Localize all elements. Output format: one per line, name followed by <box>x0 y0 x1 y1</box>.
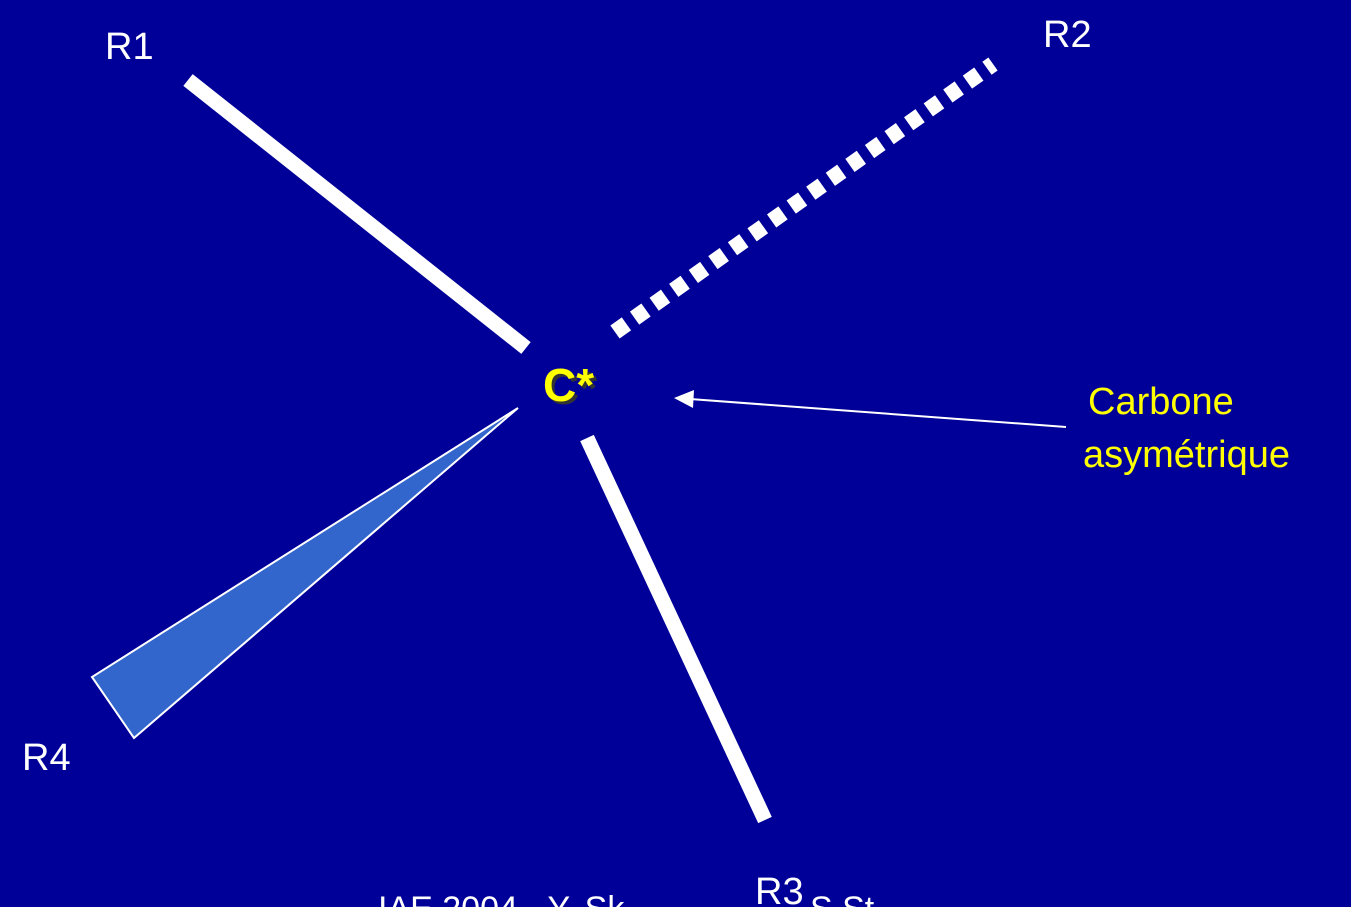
annotation-arrowhead <box>674 390 694 408</box>
bond-r1 <box>183 74 531 354</box>
label-r3: R3 <box>755 871 804 907</box>
annotation-arrow-line <box>689 398 1067 428</box>
bond-r4-wedge <box>90 407 519 740</box>
label-r1: R1 <box>105 26 154 68</box>
bond-r3 <box>580 434 772 824</box>
annotation-line-2: asymétrique <box>1083 434 1290 476</box>
footer-text-right: S.St <box>810 890 875 907</box>
annotation-line-1: Carbone <box>1088 381 1234 423</box>
bond-r2-hashed <box>610 57 998 339</box>
center-carbon-shadow: C* <box>546 362 597 414</box>
center-carbon-label: C* <box>543 359 594 411</box>
footer-text-left: IAE 2004 - Y. Sk <box>378 890 625 907</box>
label-r4: R4 <box>22 737 71 779</box>
label-r2: R2 <box>1043 14 1092 56</box>
